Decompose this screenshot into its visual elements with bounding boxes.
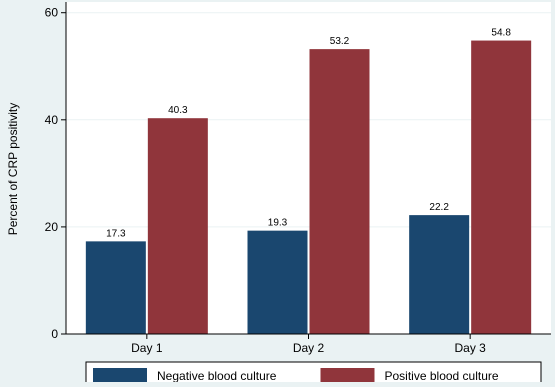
legend: Negative blood culture Positive blood cul…	[85, 361, 542, 387]
y-tick-label: 40	[45, 113, 59, 127]
bar-value-label: 19.3	[268, 218, 288, 229]
x-tick-label: Day 2	[293, 341, 325, 355]
bar	[247, 230, 308, 334]
y-axis-title: Percent of CRP positivity	[6, 103, 20, 236]
bars	[85, 40, 532, 334]
bar-value-label: 40.3	[168, 105, 188, 116]
bar	[85, 241, 146, 334]
bar-value-label: 53.2	[330, 36, 350, 47]
legend-swatch	[320, 368, 375, 384]
bar	[309, 49, 370, 334]
legend-label: Positive blood culture	[385, 369, 499, 382]
data-labels: 17.3 40.3 19.3 53.2 22.2 54.8	[106, 28, 511, 240]
legend-label: Negative blood culture	[157, 369, 277, 382]
x-tick-label: Day 3	[454, 341, 486, 355]
bar	[147, 118, 208, 334]
plot-background	[66, 2, 551, 334]
x-tick-label: Day 1	[131, 341, 163, 355]
y-tick-label: 20	[45, 220, 59, 234]
y-tick-label: 0	[51, 327, 58, 341]
bar-value-label: 54.8	[491, 28, 511, 39]
bar	[409, 215, 470, 334]
grid-lines	[66, 12, 551, 228]
bar-value-label: 17.3	[106, 228, 126, 239]
y-tick-label: 60	[45, 6, 59, 20]
bar-value-label: 22.2	[429, 202, 449, 213]
legend-swatch	[93, 368, 147, 384]
bar	[471, 40, 532, 334]
axes: 0 20 40 60 Day 1 Day 2 Day 3	[45, 2, 551, 355]
